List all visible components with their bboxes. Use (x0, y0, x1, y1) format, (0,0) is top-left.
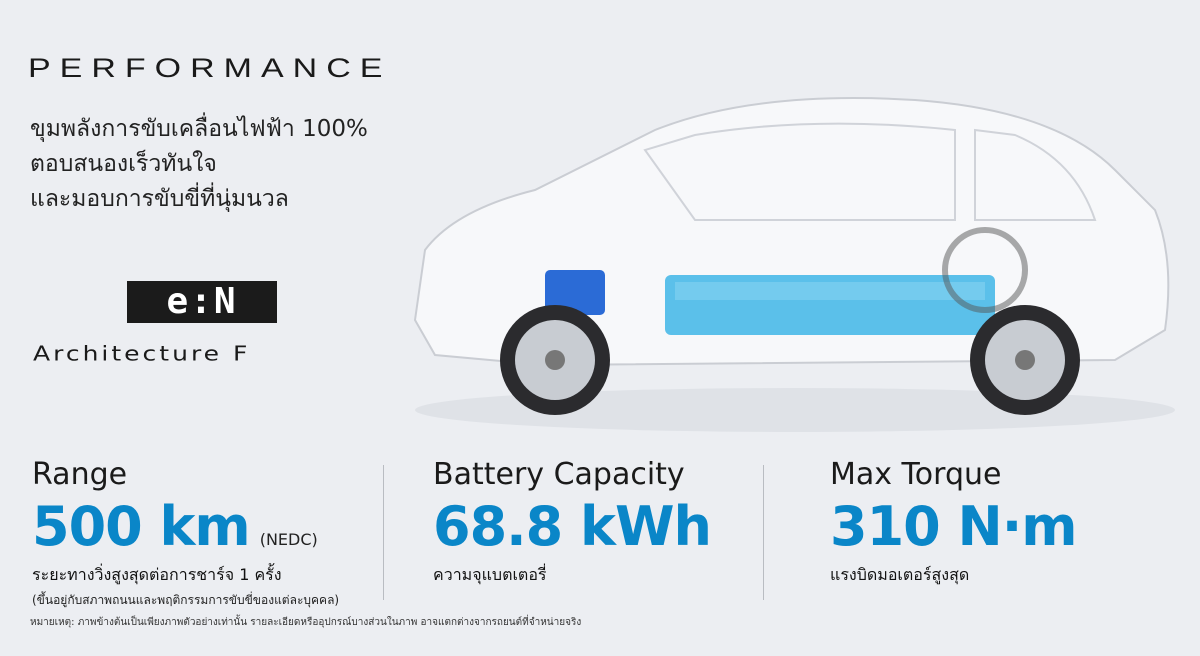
tagline: ขุมพลังการขับเคลื่อนไฟฟ้า 100% ตอบสนองเร็… (30, 112, 368, 217)
stat-description: แรงบิดมอเตอร์สูงสุด (830, 565, 970, 584)
stat-range: Range 500 km (NEDC) ระยะทางวิ่งสูงสุดต่อการ… (32, 456, 339, 610)
page-title: PERFORMANCE (28, 52, 392, 84)
tagline-line: ขุมพลังการขับเคลื่อนไฟฟ้า 100% (30, 116, 368, 142)
footnote: หมายเหตุ: ภาพข้างต้นเป็นเพียงภาพตัวอย่าง… (30, 617, 582, 628)
stat-torque: Max Torque 310 N·m แรงบิดมอเตอร์สูงสุด (830, 456, 1077, 588)
rear-wheel (970, 305, 1080, 415)
tagline-line: และมอบการขับขี่ที่นุ่มนวล (30, 186, 289, 212)
stat-label: Battery Capacity (433, 457, 685, 492)
architecture-label: Architecture F (33, 342, 251, 366)
range-value: 500 km (32, 495, 251, 558)
stat-label: Range (32, 457, 128, 492)
divider (763, 465, 764, 600)
front-wheel (500, 305, 610, 415)
stat-description: ระยะทางวิ่งสูงสุดต่อการชาร์จ 1 ครั้ง (32, 565, 282, 584)
en-logo: e:N (127, 281, 277, 323)
stat-label: Max Torque (830, 457, 1002, 492)
stat-disclaimer: (ขึ้นอยู่กับสภาพถนนและพฤติกรรมการขับขี่ข… (32, 593, 340, 607)
tagline-line: ตอบสนองเร็วทันใจ (30, 151, 217, 177)
motor (545, 270, 605, 315)
stat-battery: Battery Capacity 68.8 kWh ความจุแบตเตอรี่ (433, 456, 712, 588)
car-cutaway-illustration (413, 97, 1175, 432)
stat-value: 310 N·m (830, 495, 1077, 558)
divider (383, 465, 384, 600)
range-standard: (NEDC) (259, 530, 318, 549)
stat-value: 500 km (NEDC) (32, 496, 339, 558)
stat-description: ความจุแบตเตอรี่ (433, 565, 547, 584)
stat-value: 68.8 kWh (433, 495, 712, 558)
